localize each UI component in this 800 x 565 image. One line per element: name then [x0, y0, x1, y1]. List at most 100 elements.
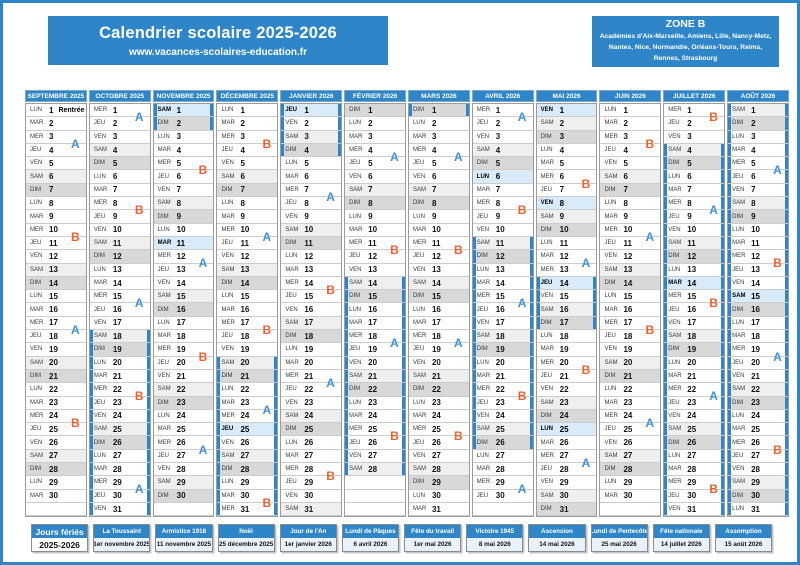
day-cell: DIM 26: [89, 436, 150, 450]
day-cell: MER 25: [345, 423, 405, 437]
day-number: 11: [304, 238, 313, 248]
day-cell: JEU 2: [664, 117, 725, 131]
day-number: 9: [559, 212, 565, 222]
day-of-week-label: DIM: [285, 426, 297, 433]
day-of-week-label: MER: [476, 107, 491, 114]
day-number: 9: [751, 212, 756, 222]
day-cell: LUN 23: [408, 397, 469, 410]
day-cell: SAM 16: [536, 303, 597, 317]
day-of-week-label: JEU: [349, 160, 361, 167]
day-number: 20: [49, 358, 58, 368]
day-number: 27: [368, 451, 378, 461]
day-cell: JEU 18: [26, 330, 86, 344]
week-letter-b: B: [390, 243, 399, 258]
day-of-week-label: DIM: [157, 492, 169, 499]
day-of-week-label: MAR: [540, 253, 554, 260]
day-number: 7: [368, 185, 373, 195]
day-number: 1: [240, 105, 245, 115]
week-letter-b: B: [453, 243, 463, 258]
day-number: 10: [431, 225, 441, 235]
day-number: 17: [49, 318, 58, 328]
day-cell: LUN 27: [472, 450, 533, 464]
day-cell: MER 4: [408, 144, 469, 158]
day-of-week-label: JEU: [221, 147, 233, 154]
day-of-week-label: MER: [30, 319, 44, 326]
day-of-week-label: SAM: [285, 133, 299, 140]
day-of-week-label: DIM: [604, 186, 616, 193]
day-of-week-label: LUN: [668, 266, 681, 273]
day-number: 30: [240, 491, 250, 501]
day-cell: VEN 5: [26, 157, 86, 171]
day-of-week-label: SAM: [476, 333, 490, 340]
holiday-name: Fête du travail: [405, 525, 461, 538]
day-number: 11: [623, 238, 632, 248]
day-number: 17: [687, 318, 697, 328]
empty-day-cell: [345, 476, 405, 490]
day-of-week-label: SAM: [157, 293, 171, 300]
day-number: 19: [559, 344, 569, 354]
day-number: 25: [176, 424, 186, 434]
day-cell: JEU 19: [345, 343, 405, 357]
day-number: 21: [751, 371, 761, 381]
day-of-week-label: DIM: [668, 253, 680, 260]
day-cell: MAR 23: [26, 397, 86, 410]
day-of-week-label: VEN: [412, 266, 426, 273]
day-number: 29: [623, 477, 633, 487]
day-of-week-label: DIM: [540, 506, 552, 513]
day-number: 22: [623, 384, 633, 394]
day-number: 26: [559, 438, 569, 448]
day-of-week-label: MAR: [349, 133, 363, 140]
day-number: 14: [687, 278, 697, 288]
day-number: 26: [240, 438, 250, 448]
holiday-name: Jour de l'An: [280, 525, 336, 538]
day-cell: MER 31: [217, 503, 278, 517]
day-cell: VEN 6: [345, 170, 405, 184]
day-cell: SAM 7: [408, 183, 469, 198]
day-number: 23: [687, 398, 697, 408]
day-number: 25: [751, 424, 761, 434]
day-cell: MER 3: [600, 131, 661, 144]
day-cell: MAR 24: [408, 410, 469, 424]
day-of-week-label: MAR: [732, 333, 746, 340]
day-of-week-label: JEU: [349, 346, 361, 353]
day-number: 10: [368, 225, 378, 235]
day-of-week-label: LUN: [412, 492, 425, 499]
day-number: 13: [304, 265, 314, 275]
day-cell: DIM 30: [153, 489, 214, 503]
day-cell: SAM 25: [664, 423, 725, 437]
day-of-week-label: SAM: [732, 200, 746, 207]
day-of-week-label: VEN: [732, 280, 745, 286]
day-of-week-label: SAM: [668, 426, 682, 433]
day-of-week-label: MER: [349, 240, 363, 247]
day-cell: DIM 21: [217, 369, 278, 384]
day-number: 5: [495, 158, 501, 168]
holiday-box: Victoire 1945 8 mai 2026: [466, 524, 524, 552]
day-cell: DIM 22: [408, 383, 469, 397]
day-number: 26: [304, 438, 314, 448]
day-number: 21: [559, 371, 569, 381]
day-number: 4: [176, 145, 182, 155]
website-link[interactable]: www.vacances-scolaires-education.fr: [128, 46, 308, 58]
day-number: 28: [751, 464, 761, 474]
day-of-week-label: VEN: [412, 452, 426, 459]
day-number: 21: [304, 371, 314, 381]
day-number: 27: [623, 451, 633, 461]
day-cell: MER 29: [89, 476, 150, 490]
day-of-week-label: VEN: [412, 359, 426, 366]
day-of-week-label: DIM: [604, 280, 616, 286]
week-letter-b: B: [198, 349, 208, 364]
day-cell: JEU 6: [153, 170, 214, 184]
day-number: 31: [559, 504, 569, 514]
day-cell: DIM 14: [26, 276, 86, 291]
day-number: 12: [176, 251, 186, 261]
zone-box: ZONE B Académies d'Aix-Marseille, Amiens…: [592, 16, 779, 67]
week-letter-b: B: [326, 283, 335, 298]
day-number: 4: [112, 145, 118, 155]
day-cell: MER 7: [281, 184, 342, 198]
day-number: 12: [623, 251, 633, 261]
day-of-week-label: LUN: [412, 120, 425, 127]
title-box: Calendrier scolaire 2025-2026 www.vacanc…: [48, 16, 388, 65]
day-number: 7: [559, 185, 565, 195]
day-cell: MER 22: [664, 383, 725, 397]
day-cell: SAM 13: [600, 263, 661, 277]
